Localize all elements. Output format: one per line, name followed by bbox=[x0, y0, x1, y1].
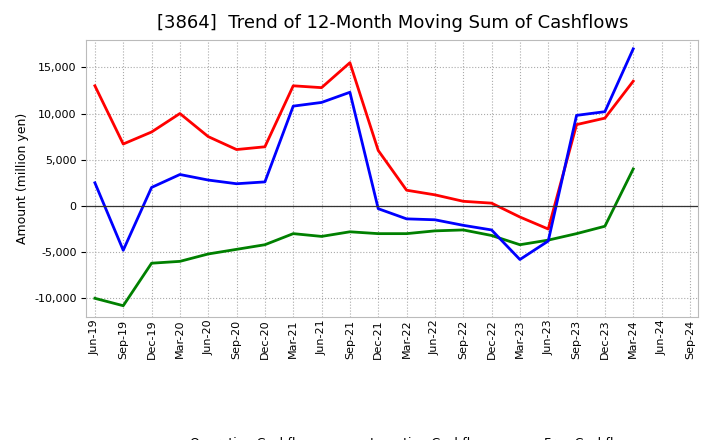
Investing Cashflow bbox=[572, 231, 581, 236]
Free Cashflow bbox=[119, 248, 127, 253]
Operating Cashflow bbox=[600, 115, 609, 121]
Free Cashflow bbox=[374, 206, 382, 211]
Free Cashflow bbox=[318, 100, 326, 105]
Investing Cashflow bbox=[119, 303, 127, 308]
Operating Cashflow bbox=[176, 111, 184, 116]
Operating Cashflow bbox=[431, 192, 439, 198]
Investing Cashflow bbox=[374, 231, 382, 236]
Investing Cashflow bbox=[233, 247, 241, 252]
Free Cashflow bbox=[572, 113, 581, 118]
Line: Operating Cashflow: Operating Cashflow bbox=[95, 62, 633, 229]
Free Cashflow bbox=[431, 217, 439, 222]
Free Cashflow bbox=[148, 185, 156, 190]
Operating Cashflow bbox=[318, 85, 326, 90]
Line: Investing Cashflow: Investing Cashflow bbox=[95, 169, 633, 306]
Free Cashflow bbox=[487, 227, 496, 233]
Free Cashflow bbox=[629, 46, 637, 51]
Free Cashflow bbox=[459, 223, 467, 228]
Free Cashflow bbox=[204, 177, 212, 183]
Investing Cashflow bbox=[600, 224, 609, 229]
Free Cashflow bbox=[402, 216, 411, 221]
Investing Cashflow bbox=[487, 233, 496, 238]
Free Cashflow bbox=[516, 257, 524, 262]
Investing Cashflow bbox=[346, 229, 354, 235]
Investing Cashflow bbox=[402, 231, 411, 236]
Title: [3864]  Trend of 12-Month Moving Sum of Cashflows: [3864] Trend of 12-Month Moving Sum of C… bbox=[157, 15, 628, 33]
Operating Cashflow bbox=[261, 144, 269, 150]
Y-axis label: Amount (million yen): Amount (million yen) bbox=[16, 113, 29, 244]
Investing Cashflow bbox=[544, 238, 552, 243]
Operating Cashflow bbox=[233, 147, 241, 152]
Operating Cashflow bbox=[402, 187, 411, 193]
Investing Cashflow bbox=[629, 166, 637, 172]
Operating Cashflow bbox=[487, 201, 496, 206]
Investing Cashflow bbox=[176, 259, 184, 264]
Free Cashflow bbox=[91, 180, 99, 185]
Legend: Operating Cashflow, Investing Cashflow, Free Cashflow: Operating Cashflow, Investing Cashflow, … bbox=[148, 432, 636, 440]
Operating Cashflow bbox=[346, 60, 354, 65]
Operating Cashflow bbox=[459, 198, 467, 204]
Free Cashflow bbox=[261, 179, 269, 184]
Investing Cashflow bbox=[204, 251, 212, 257]
Operating Cashflow bbox=[544, 226, 552, 231]
Line: Free Cashflow: Free Cashflow bbox=[95, 49, 633, 260]
Operating Cashflow bbox=[204, 134, 212, 139]
Free Cashflow bbox=[233, 181, 241, 187]
Operating Cashflow bbox=[289, 83, 297, 88]
Free Cashflow bbox=[600, 109, 609, 114]
Free Cashflow bbox=[176, 172, 184, 177]
Operating Cashflow bbox=[629, 78, 637, 84]
Free Cashflow bbox=[289, 103, 297, 109]
Operating Cashflow bbox=[516, 214, 524, 220]
Operating Cashflow bbox=[119, 141, 127, 147]
Investing Cashflow bbox=[431, 228, 439, 234]
Operating Cashflow bbox=[374, 148, 382, 153]
Operating Cashflow bbox=[91, 83, 99, 88]
Investing Cashflow bbox=[148, 260, 156, 266]
Investing Cashflow bbox=[459, 227, 467, 233]
Operating Cashflow bbox=[148, 129, 156, 135]
Free Cashflow bbox=[544, 238, 552, 244]
Investing Cashflow bbox=[289, 231, 297, 236]
Operating Cashflow bbox=[572, 122, 581, 127]
Investing Cashflow bbox=[261, 242, 269, 247]
Free Cashflow bbox=[346, 90, 354, 95]
Investing Cashflow bbox=[91, 296, 99, 301]
Investing Cashflow bbox=[516, 242, 524, 247]
Investing Cashflow bbox=[318, 234, 326, 239]
